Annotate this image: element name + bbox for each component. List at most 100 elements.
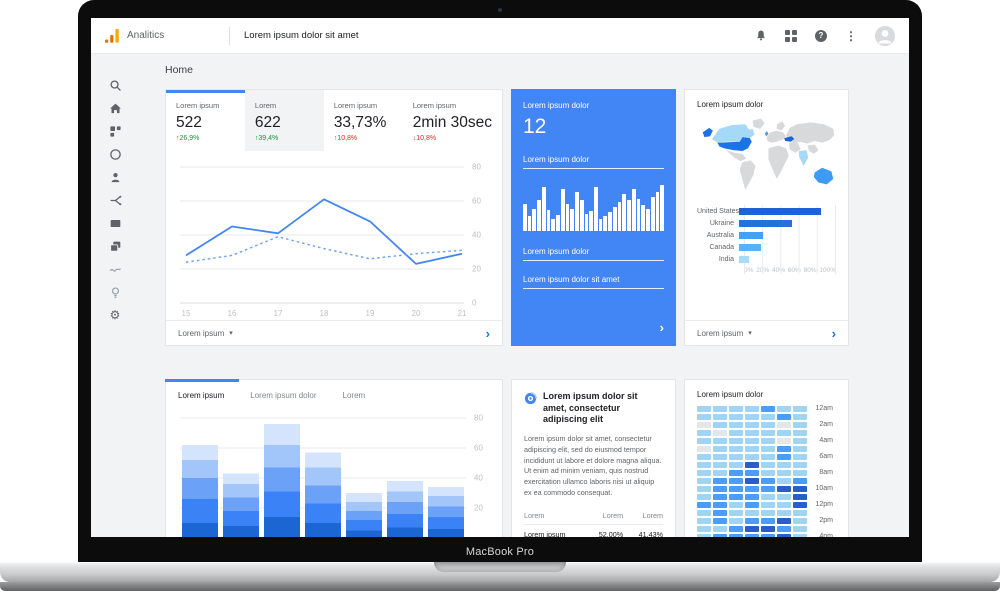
heatmap-cell[interactable] [793, 454, 807, 460]
heatmap-cell[interactable] [761, 470, 775, 476]
heatmap-cell[interactable] [745, 406, 759, 412]
heatmap-cell[interactable] [697, 446, 711, 452]
tab-behavior-2[interactable]: Lorem ipsum dolor [250, 391, 317, 400]
heatmap-cell[interactable] [761, 534, 775, 537]
heatmap-cell[interactable] [761, 518, 775, 524]
heatmap-cell[interactable] [745, 454, 759, 460]
heatmap-cell[interactable] [713, 430, 727, 436]
heatmap-cell[interactable] [793, 438, 807, 444]
acquisition-icon[interactable] [108, 193, 122, 207]
user-avatar[interactable] [875, 25, 895, 46]
heatmap-cell[interactable] [761, 526, 775, 532]
notifications-bell-icon[interactable] [755, 29, 767, 42]
heatmap-cell[interactable] [697, 526, 711, 532]
heatmap-cell[interactable] [729, 486, 743, 492]
metric-tab-duration[interactable]: Lorem ipsum 2min 30sec ↓10,8% [412, 101, 492, 142]
heatmap-cell[interactable] [713, 414, 727, 420]
metric-selector-dropdown[interactable]: Lorem ipsum ▾ [178, 328, 233, 338]
heatmap-cell[interactable] [713, 510, 727, 516]
heatmap-cell[interactable] [697, 486, 711, 492]
heatmap-cell[interactable] [761, 422, 775, 428]
heatmap-cell[interactable] [713, 446, 727, 452]
heatmap-cell[interactable] [761, 406, 775, 412]
heatmap-cell[interactable] [761, 494, 775, 500]
heatmap-cell[interactable] [777, 430, 791, 436]
realtime-report-link[interactable]: › [659, 320, 664, 335]
heatmap-cell[interactable] [729, 494, 743, 500]
heatmap-cell[interactable] [697, 502, 711, 508]
heatmap-cell[interactable] [745, 462, 759, 468]
heatmap-cell[interactable] [777, 406, 791, 412]
heatmap-cell[interactable] [745, 478, 759, 484]
heatmap-cell[interactable] [729, 470, 743, 476]
heatmap-cell[interactable] [777, 526, 791, 532]
heatmap-cell[interactable] [697, 534, 711, 537]
heatmap-cell[interactable] [713, 470, 727, 476]
heatmap-cell[interactable] [713, 534, 727, 537]
conversions-icon[interactable] [108, 239, 122, 253]
attribution-icon[interactable] [108, 262, 122, 276]
heatmap-cell[interactable] [697, 510, 711, 516]
heatmap-cell[interactable] [777, 414, 791, 420]
heatmap-cell[interactable] [761, 462, 775, 468]
heatmap-cell[interactable] [729, 478, 743, 484]
heatmap-cell[interactable] [745, 422, 759, 428]
heatmap-cell[interactable] [761, 478, 775, 484]
heatmap-cell[interactable] [729, 422, 743, 428]
apps-grid-icon[interactable] [785, 29, 797, 42]
heatmap-cell[interactable] [761, 454, 775, 460]
heatmap-cell[interactable] [761, 446, 775, 452]
heatmap-cell[interactable] [793, 502, 807, 508]
heatmap-cell[interactable] [745, 510, 759, 516]
heatmap-cell[interactable] [777, 454, 791, 460]
heatmap-cell[interactable] [745, 526, 759, 532]
heatmap-cell[interactable] [777, 422, 791, 428]
heatmap-cell[interactable] [697, 430, 711, 436]
audience-icon[interactable] [108, 170, 122, 184]
heatmap-cell[interactable] [697, 470, 711, 476]
geo-row[interactable]: India [697, 253, 836, 265]
heatmap-cell[interactable] [745, 534, 759, 537]
geo-row[interactable]: Ukraine [697, 217, 836, 229]
admin-settings-icon[interactable]: ⚙ [109, 308, 121, 322]
metric-tab-users[interactable]: Lorem ipsum 522 ↑26,9% [166, 90, 245, 151]
heatmap-cell[interactable] [793, 422, 807, 428]
heatmap-cell[interactable] [793, 510, 807, 516]
heatmap-cell[interactable] [729, 454, 743, 460]
heatmap-cell[interactable] [745, 438, 759, 444]
heatmap-cell[interactable] [777, 534, 791, 537]
more-options-icon[interactable]: ⋮ [845, 28, 857, 43]
heatmap-cell[interactable] [729, 414, 743, 420]
heatmap-cell[interactable] [793, 462, 807, 468]
heatmap-cell[interactable] [729, 406, 743, 412]
heatmap-cell[interactable] [697, 454, 711, 460]
geo-selector-dropdown[interactable]: Lorem ipsum ▾ [697, 328, 752, 338]
heatmap-cell[interactable] [697, 494, 711, 500]
heatmap-cell[interactable] [697, 478, 711, 484]
heatmap-cell[interactable] [793, 494, 807, 500]
heatmap-cell[interactable] [713, 526, 727, 532]
heatmap-cell[interactable] [777, 478, 791, 484]
realtime-icon[interactable] [108, 147, 122, 161]
heatmap-cell[interactable] [761, 438, 775, 444]
heatmap-cell[interactable] [729, 502, 743, 508]
home-icon[interactable] [108, 101, 122, 115]
geo-report-link[interactable]: › [831, 325, 836, 341]
heatmap-cell[interactable] [713, 502, 727, 508]
heatmap-cell[interactable] [777, 518, 791, 524]
heatmap-cell[interactable] [777, 446, 791, 452]
tab-behavior-3[interactable]: Lorem [342, 391, 366, 400]
heatmap-cell[interactable] [713, 462, 727, 468]
heatmap-cell[interactable] [697, 422, 711, 428]
heatmap-cell[interactable] [777, 438, 791, 444]
heatmap-cell[interactable] [713, 438, 727, 444]
heatmap-cell[interactable] [793, 478, 807, 484]
heatmap-cell[interactable] [761, 430, 775, 436]
heatmap-cell[interactable] [761, 486, 775, 492]
geo-row[interactable]: Canada [697, 241, 836, 253]
help-icon[interactable]: ? [815, 29, 827, 42]
heatmap-cell[interactable] [745, 502, 759, 508]
heatmap-cell[interactable] [745, 518, 759, 524]
heatmap-cell[interactable] [745, 486, 759, 492]
heatmap-cell[interactable] [745, 494, 759, 500]
